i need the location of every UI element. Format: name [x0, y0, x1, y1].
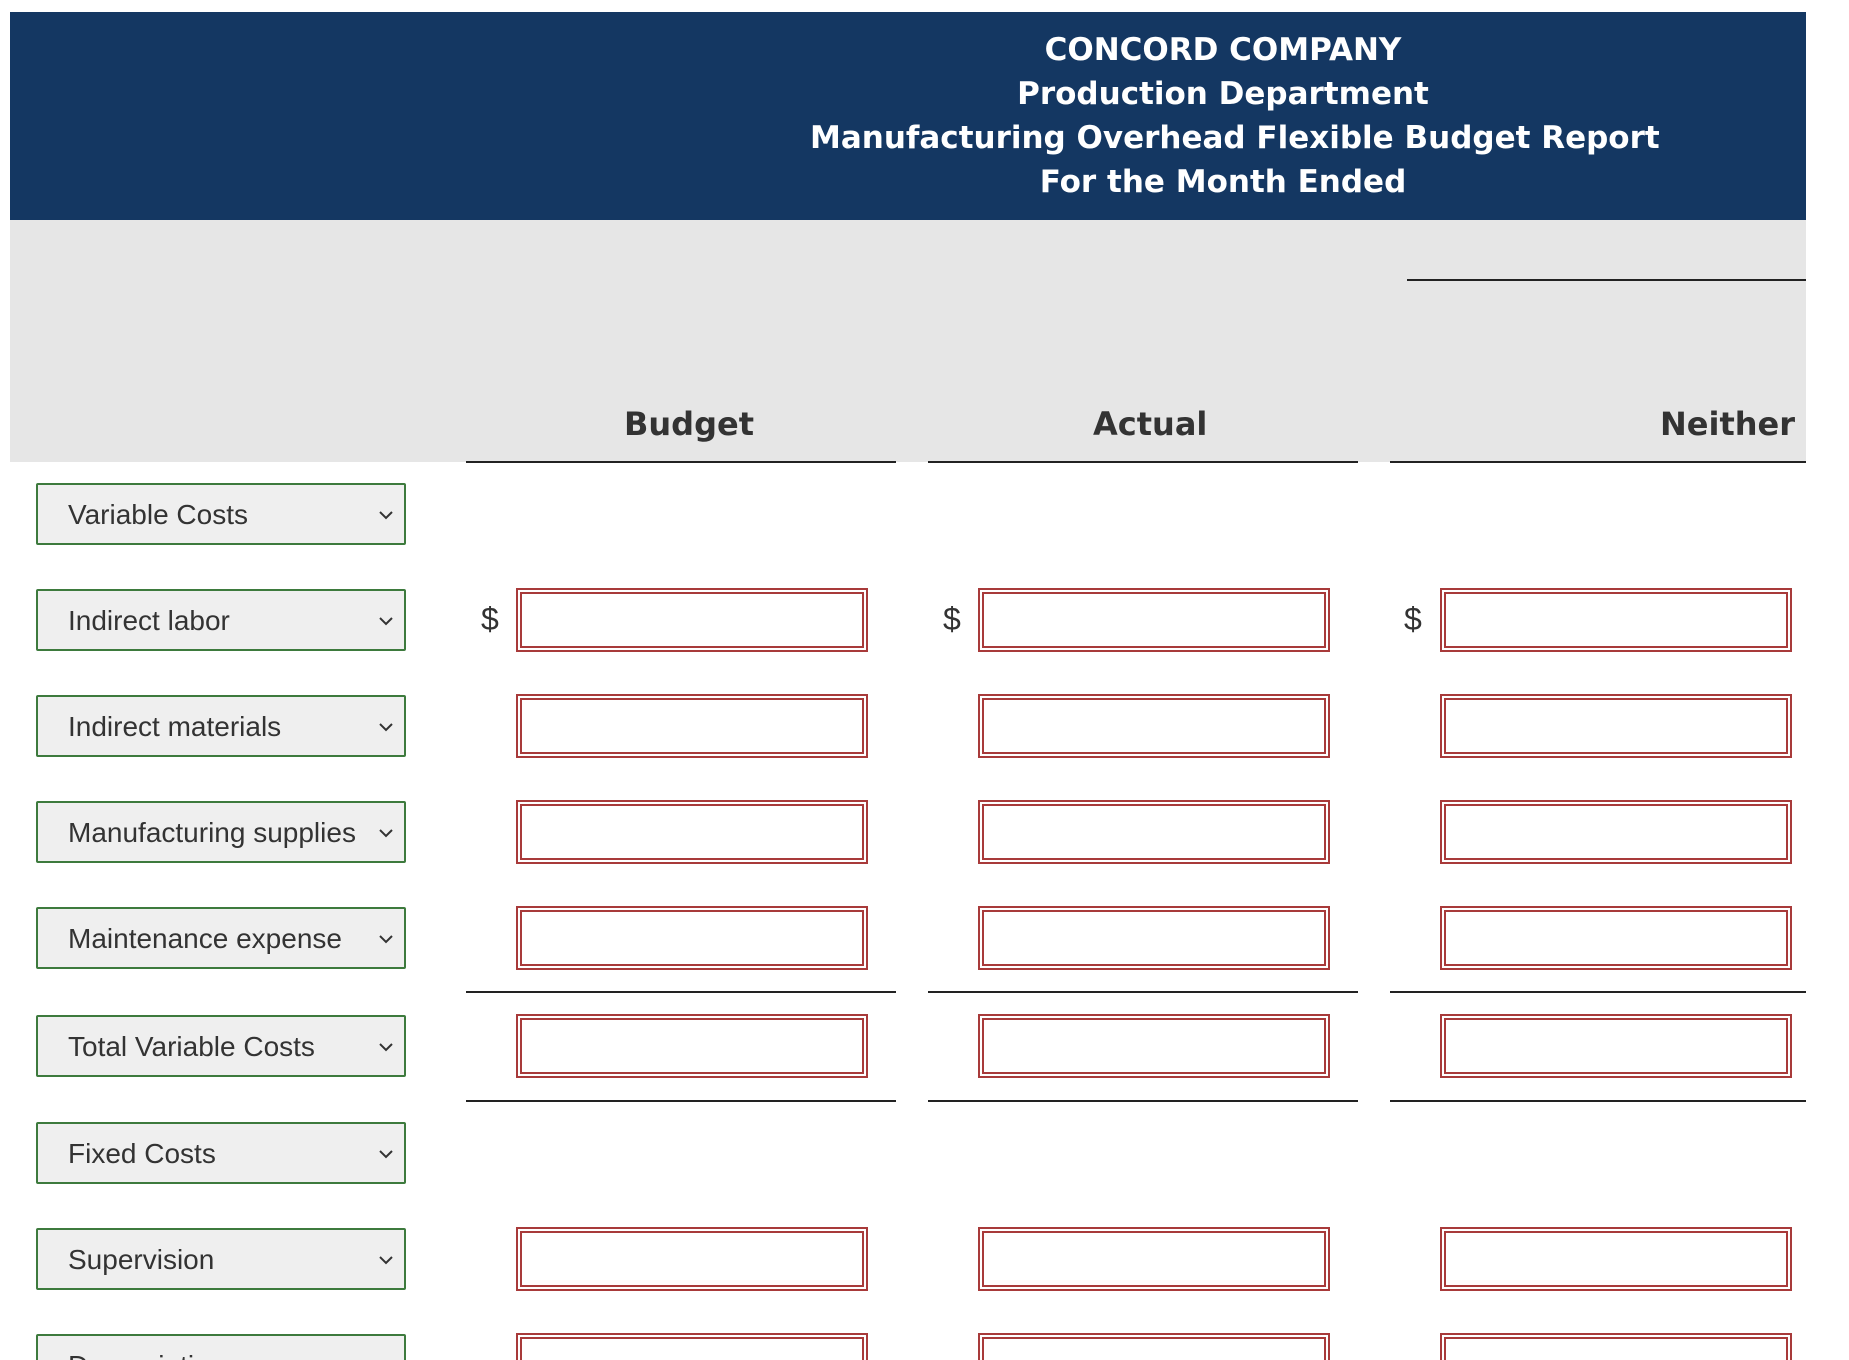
amount-input-difference[interactable] — [1440, 800, 1792, 864]
header-underline-difference — [1390, 461, 1806, 463]
amount-input-actual[interactable] — [978, 694, 1330, 758]
chevron-down-icon — [379, 1150, 393, 1159]
amount-input-budget[interactable] — [516, 588, 868, 652]
report-form: CONCORD COMPANY Production Department Ma… — [10, 12, 1806, 1360]
amount-input-actual[interactable] — [978, 1333, 1330, 1360]
column-header-budget: Budget — [624, 405, 754, 443]
currency-symbol: $ — [1404, 601, 1422, 637]
department-name: Production Department — [1017, 76, 1429, 112]
row-label-select[interactable]: Fixed Costs — [36, 1122, 406, 1184]
row-label-text: Fixed Costs — [68, 1138, 216, 1169]
amount-input-actual[interactable] — [978, 1014, 1330, 1078]
period-date-rule — [1407, 279, 1806, 281]
column-header-actual: Actual — [1093, 405, 1208, 443]
row-label-text: Total Variable Costs — [68, 1031, 315, 1062]
amount-input-difference[interactable] — [1440, 1333, 1792, 1360]
total-rule-actual — [928, 1100, 1358, 1102]
amount-input-actual[interactable] — [978, 800, 1330, 864]
row-label-text: Variable Costs — [68, 499, 249, 530]
chevron-down-icon — [379, 511, 393, 520]
report-title: Manufacturing Overhead Flexible Budget R… — [810, 120, 1660, 156]
subtotal-rule-budget — [466, 991, 896, 993]
row-label-select[interactable]: Indirect materials — [36, 695, 406, 757]
currency-symbol: $ — [481, 601, 499, 637]
row-label-text: Depreciation — [68, 1350, 225, 1360]
row-label-text: Indirect labor — [68, 605, 230, 636]
amount-input-difference[interactable] — [1440, 906, 1792, 970]
amount-input-difference[interactable] — [1440, 588, 1792, 652]
amount-input-difference[interactable] — [1440, 1014, 1792, 1078]
row-label-select[interactable]: Manufacturing supplies — [36, 801, 406, 863]
amount-input-budget[interactable] — [516, 906, 868, 970]
total-rule-budget — [466, 1100, 896, 1102]
amount-input-budget[interactable] — [516, 1227, 868, 1291]
chevron-down-icon — [379, 935, 393, 944]
currency-symbol: $ — [943, 601, 961, 637]
amount-input-budget[interactable] — [516, 1014, 868, 1078]
column-header-difference: Neither fa — [1660, 405, 1806, 443]
chevron-down-icon — [379, 1256, 393, 1265]
amount-input-budget[interactable] — [516, 1333, 868, 1360]
header-underline-budget — [466, 461, 896, 463]
amount-input-actual[interactable] — [978, 906, 1330, 970]
row-label-select[interactable]: Total Variable Costs — [36, 1015, 406, 1077]
amount-input-difference[interactable] — [1440, 694, 1792, 758]
chevron-down-icon — [379, 617, 393, 626]
row-label-select[interactable]: Supervision — [36, 1228, 406, 1290]
row-label-text: Maintenance expense — [68, 923, 342, 954]
row-label-text: Manufacturing supplies — [68, 817, 356, 848]
amount-input-actual[interactable] — [978, 1227, 1330, 1291]
amount-input-budget[interactable] — [516, 800, 868, 864]
report-header: CONCORD COMPANY Production Department Ma… — [10, 12, 1806, 220]
header-underline-actual — [928, 461, 1358, 463]
amount-input-actual[interactable] — [978, 588, 1330, 652]
row-label-text: Indirect materials — [68, 711, 282, 742]
chevron-down-icon — [379, 723, 393, 732]
row-label-select[interactable]: Indirect labor — [36, 589, 406, 651]
subtotal-rule-difference — [1390, 991, 1806, 993]
row-label-select[interactable]: Depreciation — [36, 1334, 406, 1360]
chevron-down-icon — [379, 829, 393, 838]
subtotal-rule-actual — [928, 991, 1358, 993]
row-label-select[interactable]: Maintenance expense — [36, 907, 406, 969]
amount-input-difference[interactable] — [1440, 1227, 1792, 1291]
row-label-text: Supervision — [68, 1244, 215, 1275]
company-name: CONCORD COMPANY — [1044, 32, 1402, 68]
total-rule-difference — [1390, 1100, 1806, 1102]
report-period: For the Month Ended — [1039, 164, 1407, 200]
amount-input-budget[interactable] — [516, 694, 868, 758]
chevron-down-icon — [379, 1043, 393, 1052]
row-label-select[interactable]: Variable Costs — [36, 483, 406, 545]
column-header-band — [10, 220, 1806, 462]
